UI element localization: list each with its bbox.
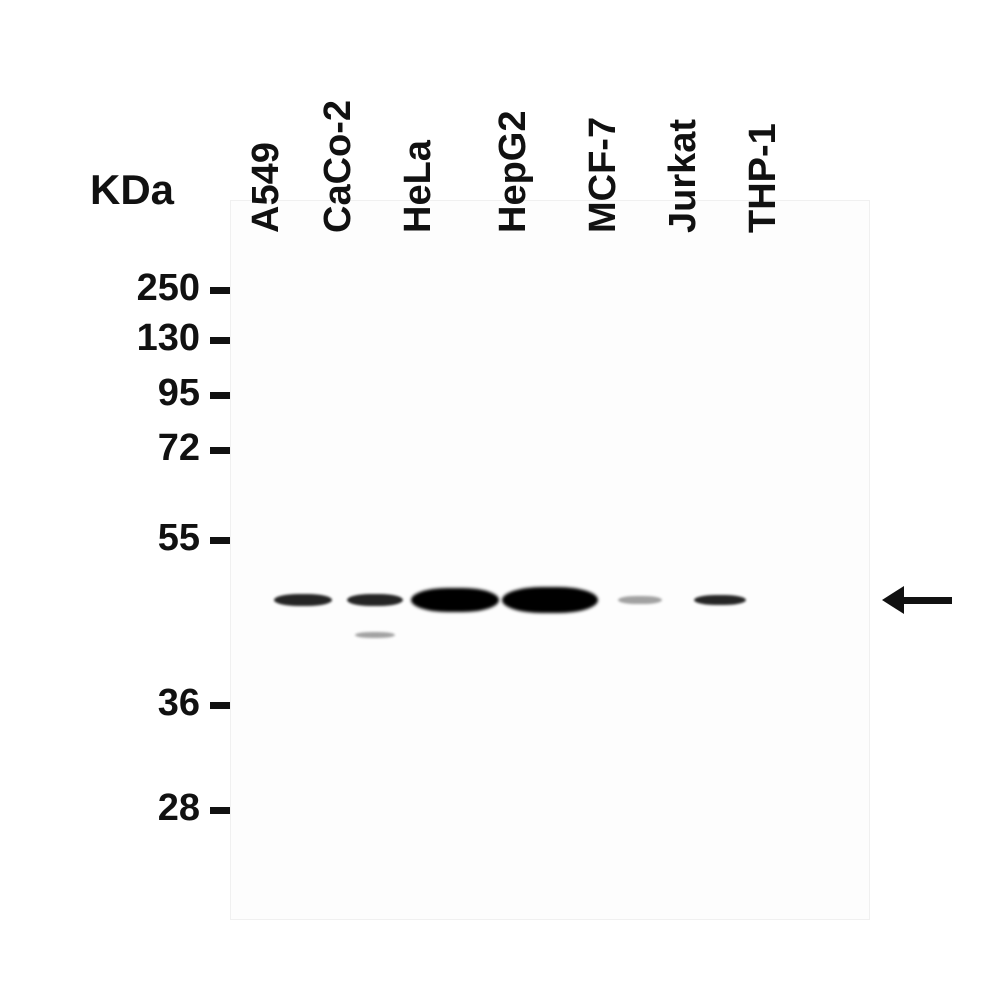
mw-marker-dash <box>210 392 230 399</box>
lane-label: MCF-7 <box>582 117 625 233</box>
protein-band <box>411 588 499 612</box>
mw-marker-dash <box>210 337 230 344</box>
mw-marker-label: 28 <box>158 787 200 830</box>
mw-marker-dash <box>210 537 230 544</box>
mw-marker-dash <box>210 447 230 454</box>
protein-band <box>502 587 598 613</box>
lane-label: HepG2 <box>492 111 535 233</box>
blot-membrane-area <box>230 200 870 920</box>
western-blot-figure: KDa 250 130 95 72 55 36 28 A549 CaCo-2 HeLa HepG2… <box>0 0 1000 1000</box>
mw-marker-label: 130 <box>137 317 200 360</box>
kda-axis-label: KDa <box>90 166 174 214</box>
mw-marker-dash <box>210 287 230 294</box>
lane-label: CaCo-2 <box>317 100 360 233</box>
mw-marker-dash <box>210 702 230 709</box>
mw-marker-label: 36 <box>158 682 200 725</box>
mw-marker-dash <box>210 807 230 814</box>
arrow-head-icon <box>882 586 904 614</box>
lane-label: HeLa <box>397 140 440 233</box>
protein-band-secondary <box>355 632 395 638</box>
protein-band <box>618 596 662 604</box>
mw-marker-label: 250 <box>137 267 200 310</box>
arrow-tail <box>900 597 952 604</box>
protein-band <box>694 595 746 605</box>
protein-band <box>347 594 403 606</box>
lane-label: A549 <box>245 142 288 233</box>
mw-marker-label: 72 <box>158 427 200 470</box>
mw-marker-label: 55 <box>158 517 200 560</box>
protein-band <box>274 594 332 606</box>
lane-label: THP-1 <box>742 123 785 233</box>
mw-marker-label: 95 <box>158 372 200 415</box>
lane-label: Jurkat <box>662 119 705 233</box>
